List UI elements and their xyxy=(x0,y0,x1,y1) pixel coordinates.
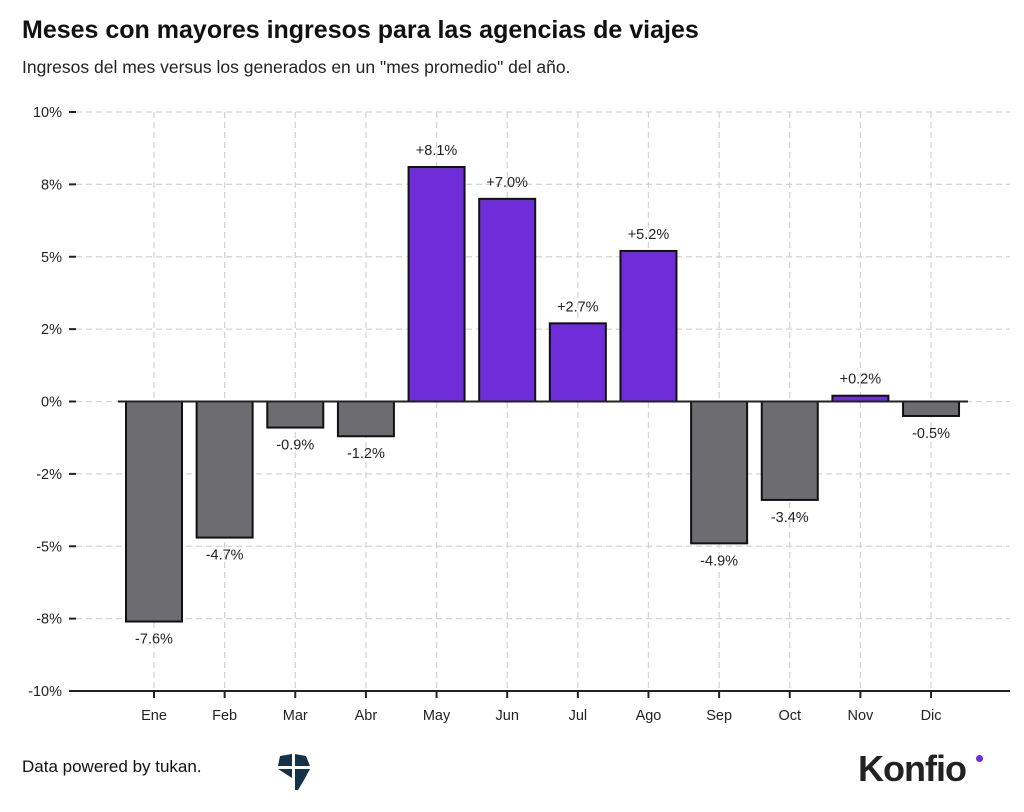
y-tick-label: -10% xyxy=(28,684,62,700)
bar-sep xyxy=(690,400,749,545)
y-tick-label: 8% xyxy=(41,177,62,193)
data-label: +2.7% xyxy=(557,299,599,315)
x-tick-label: Abr xyxy=(355,708,378,724)
bar-dic xyxy=(902,400,961,417)
bar-may xyxy=(407,166,466,403)
data-label: +5.2% xyxy=(628,227,670,243)
data-label: -0.9% xyxy=(276,438,314,454)
y-tick-label: 10% xyxy=(33,105,62,121)
y-tick-label: 2% xyxy=(41,322,62,338)
data-label: -0.5% xyxy=(912,426,950,442)
data-label: +0.2% xyxy=(840,372,882,388)
data-label: +8.1% xyxy=(416,143,458,159)
konfio-logo-dot xyxy=(976,755,983,762)
chart-title: Meses con mayores ingresos para las agen… xyxy=(22,16,699,44)
data-label: -7.6% xyxy=(135,632,173,648)
data-label: -3.4% xyxy=(771,510,809,526)
y-tick-label: -2% xyxy=(36,467,62,483)
x-tick-label: Dic xyxy=(921,708,942,724)
konfio-logo: Konfio xyxy=(858,748,967,789)
x-tick-label: Sep xyxy=(706,708,732,724)
bar-jul xyxy=(548,322,607,403)
bar-jun xyxy=(478,197,537,403)
tukan-logo-icon xyxy=(278,754,310,790)
data-label: -1.2% xyxy=(347,446,385,462)
x-tick-label: May xyxy=(423,708,451,724)
bar-mar xyxy=(266,400,325,429)
y-tick-label: -8% xyxy=(36,612,62,628)
bar-ene xyxy=(125,400,183,623)
bar-feb xyxy=(195,400,254,539)
y-tick-label: 0% xyxy=(41,395,62,411)
y-tick-label: 5% xyxy=(41,250,62,266)
bar-abr xyxy=(336,400,395,438)
bar-ago xyxy=(619,249,678,403)
x-tick-label: Feb xyxy=(212,708,237,724)
data-label: +7.0% xyxy=(486,175,528,191)
x-tick-label: Ago xyxy=(636,708,662,724)
x-tick-label: Mar xyxy=(283,708,308,724)
bar-oct xyxy=(760,400,819,501)
data-credit: Data powered by tukan. xyxy=(22,757,202,776)
x-tick-label: Jun xyxy=(496,708,519,724)
x-tick-label: Oct xyxy=(778,708,801,724)
data-label: -4.9% xyxy=(700,553,738,569)
data-label: -4.7% xyxy=(206,548,244,564)
x-tick-label: Jul xyxy=(569,708,588,724)
x-tick-label: Nov xyxy=(848,708,875,724)
chart-subtitle: Ingresos del mes versus los generados en… xyxy=(22,57,571,77)
y-tick-label: -5% xyxy=(36,539,62,555)
x-tick-label: Ene xyxy=(141,708,167,724)
